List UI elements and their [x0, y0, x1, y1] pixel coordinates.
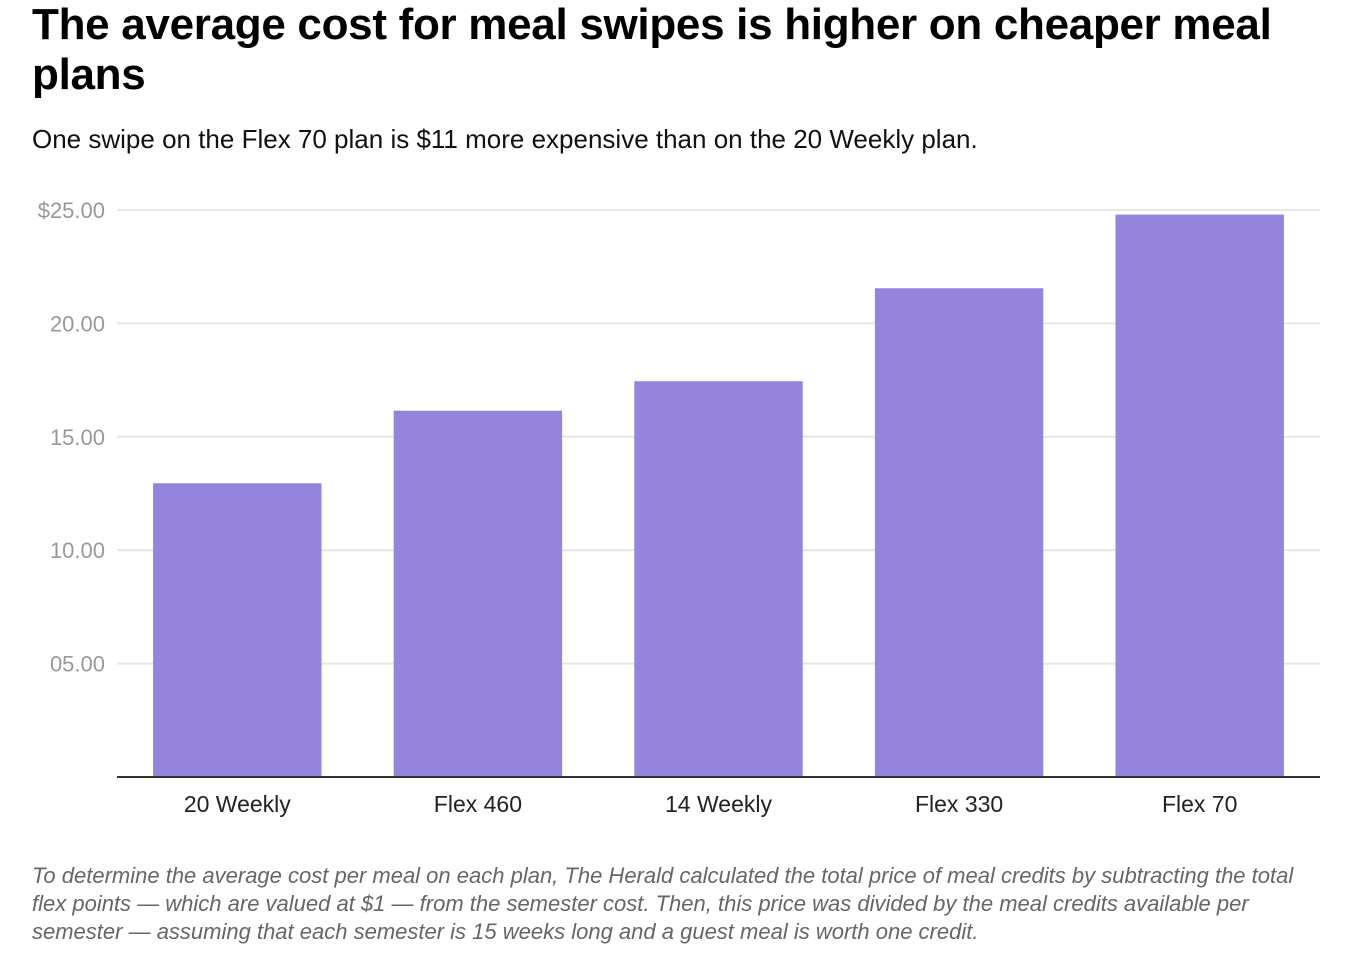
bar — [393, 410, 563, 777]
chart-subtitle: One swipe on the Flex 70 plan is $11 mor… — [32, 124, 978, 154]
x-tick-label: Flex 460 — [434, 791, 522, 817]
y-tick-label: 15.00 — [50, 425, 105, 450]
methodology-note: To determine the average cost per meal o… — [32, 863, 1294, 944]
y-tick-label: 05.00 — [50, 652, 105, 677]
x-tick-label: Flex 330 — [915, 791, 1003, 817]
y-tick-label: 10.00 — [50, 538, 105, 563]
y-axis-tick-labels: 05.00 10.00 15.00 20.00 $25.00 — [38, 198, 105, 677]
bar — [874, 288, 1044, 777]
x-tick-label: Flex 70 — [1162, 791, 1237, 817]
x-tick-label: 14 Weekly — [665, 791, 772, 817]
y-tick-label: 20.00 — [50, 311, 105, 336]
chart-title: The average cost for meal swipes is high… — [32, 0, 1272, 99]
bar — [153, 483, 322, 777]
x-tick-label: 20 Weekly — [184, 791, 291, 817]
bars — [153, 214, 1284, 777]
y-tick-label: $25.00 — [38, 198, 105, 223]
bar-chart: 05.00 10.00 15.00 20.00 $25.00 20 Weekly Flex… — [38, 198, 1320, 817]
bar — [1115, 214, 1284, 777]
x-axis-tick-labels: 20 Weekly Flex 460 14 Weekly Flex 330 Flex 7… — [184, 791, 1238, 817]
bar — [634, 381, 803, 777]
